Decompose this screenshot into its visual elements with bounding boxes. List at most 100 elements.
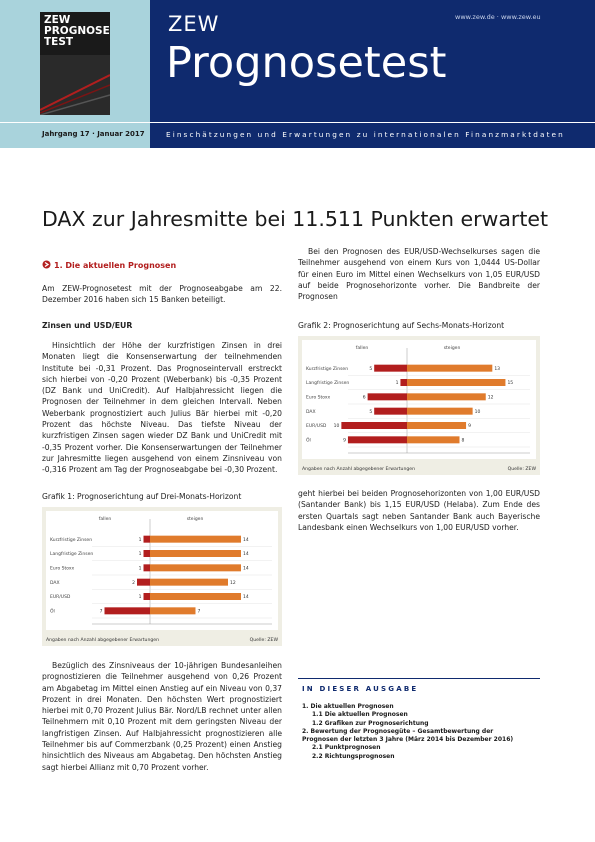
- chart-source: Quelle: ZEW: [508, 466, 537, 472]
- bullet-icon: [42, 260, 51, 269]
- value-label: 12: [230, 580, 236, 586]
- bar: [150, 607, 196, 615]
- value-label: 10: [475, 409, 481, 415]
- bar: [407, 422, 467, 429]
- issue: Jahrgang 17 · Januar 2017: [42, 130, 145, 138]
- bar: [367, 393, 407, 401]
- value-label: 7: [198, 608, 201, 614]
- category-label: Langfristige Zinsen: [306, 380, 349, 386]
- bar: [400, 379, 407, 386]
- value-label: 1: [396, 380, 399, 386]
- toc-item[interactable]: 2.1 Punktprognosen: [312, 744, 381, 752]
- tagline: Einschätzungen und Erwartungen zu intern…: [166, 130, 565, 139]
- value-label: 5: [369, 366, 372, 372]
- value-label: 9: [343, 437, 346, 443]
- value-label: 1: [139, 594, 142, 600]
- brand: ZEW: [168, 12, 220, 36]
- legend-label: steigen: [444, 345, 461, 351]
- bar: [143, 593, 150, 600]
- bar: [137, 578, 150, 586]
- paragraph: Bei den Prognosen des EUR/USD-Wechselkur…: [298, 247, 540, 302]
- bar: [150, 564, 241, 572]
- bar: [104, 607, 150, 615]
- category-label: EUR/USD: [50, 594, 71, 600]
- toc-item[interactable]: 2.2 Richtungsprognosen: [312, 752, 395, 760]
- legend-label: steigen: [187, 516, 204, 522]
- bar: [374, 407, 407, 415]
- category-label: DAX: [50, 580, 60, 586]
- value-label: 8: [462, 437, 465, 443]
- logo-text: ZEW PROGNOSE TEST: [44, 15, 110, 48]
- logo-graphic: [40, 55, 110, 115]
- value-label: 14: [243, 551, 249, 557]
- logo-line: TEST: [44, 36, 74, 48]
- value-label: 1: [139, 565, 142, 571]
- toc-item[interactable]: 1.2 Grafiken zur Prognoserichtung: [312, 719, 429, 727]
- bar: [150, 535, 241, 543]
- logo-line: ZEW: [44, 14, 71, 26]
- bar: [347, 436, 407, 444]
- value-label: 6: [363, 394, 366, 400]
- value-label: 1: [139, 537, 142, 543]
- value-label: 12: [488, 394, 494, 400]
- chart-caption: Grafik 1: Prognoserichtung auf Drei-Mona…: [42, 492, 242, 501]
- chart-note: Angaben nach Anzahl abgegebener Erwartun…: [302, 466, 415, 472]
- bar: [341, 422, 407, 429]
- header-right: [150, 0, 595, 148]
- category-label: Öl: [306, 436, 311, 443]
- url: www.zew.de · www.zew.eu: [455, 13, 541, 21]
- category-label: DAX: [306, 409, 316, 415]
- chart-source: Quelle: ZEW: [250, 637, 279, 643]
- toc-title: IN DIESER AUSGABE: [302, 685, 419, 693]
- title: Prognosetest: [166, 38, 447, 88]
- paragraph: Bezüglich des Zinsniveaus der 10-jährige…: [42, 661, 282, 772]
- paragraph: Am ZEW-Prognosetest mit der Prognoseabga…: [42, 284, 282, 305]
- category-label: Euro Stoxx: [306, 394, 331, 400]
- bar: [407, 393, 486, 401]
- bar: [407, 436, 460, 444]
- toc-box: IN DIESER AUSGABE 1. Die aktuellen Progn…: [298, 678, 540, 779]
- value-label: 14: [243, 594, 249, 600]
- category-label: Kurzfristige Zinsen: [50, 537, 92, 543]
- logo: ZEW PROGNOSE TEST: [40, 12, 110, 115]
- legend-label: fallen: [99, 516, 112, 522]
- paragraph: Hinsichtlich der Höhe der kurzfristigen …: [42, 341, 282, 475]
- value-label: 7: [100, 608, 103, 614]
- toc-item[interactable]: 1.1 Die aktuellen Prognosen: [312, 711, 408, 719]
- bar: [150, 578, 228, 586]
- category-label: Kurzfristige Zinsen: [306, 366, 348, 372]
- subheading: Zinsen und USD/EUR: [42, 321, 133, 330]
- value-label: 5: [369, 409, 372, 415]
- value-label: 13: [494, 366, 500, 372]
- logo-line: PROGNOSE: [44, 25, 110, 37]
- bar: [407, 364, 493, 372]
- category-label: Euro Stoxx: [50, 565, 75, 571]
- bar: [407, 407, 473, 415]
- bar: [374, 364, 407, 372]
- toc-item[interactable]: 2. Bewertung der Prognosegüte – Gesamtbe…: [302, 727, 514, 744]
- chart-caption: Grafik 2: Prognoserichtung auf Sechs-Mon…: [298, 321, 505, 330]
- value-label: 15: [507, 380, 513, 386]
- legend-label: fallen: [356, 345, 369, 351]
- headline: DAX zur Jahresmitte bei 11.511 Punkten e…: [42, 207, 549, 231]
- bar: [150, 593, 241, 600]
- header-rule: [0, 122, 595, 123]
- chart: fallen steigen Kurzfristige Zinsen 1 14 Langf…: [42, 507, 282, 646]
- category-label: Öl: [50, 607, 55, 614]
- section-title: 1. Die aktuellen Prognosen: [54, 261, 177, 270]
- value-label: 2: [132, 580, 135, 586]
- paragraph: geht hierbei bei beiden Prognosehorizont…: [298, 489, 540, 532]
- bar: [150, 550, 241, 557]
- toc-item[interactable]: 1. Die aktuellen Prognosen: [302, 703, 394, 710]
- chart: fallen steigen Kurzfristige Zinsen 5 13 Langf…: [298, 336, 540, 475]
- value-label: 1: [139, 551, 142, 557]
- toc-list: 1. Die aktuellen Prognosen 1.1 Die aktuel…: [302, 703, 540, 761]
- bar: [143, 535, 150, 543]
- value-label: 9: [468, 423, 471, 429]
- chart-note: Angaben nach Anzahl abgegebener Erwartun…: [46, 637, 159, 643]
- bar: [143, 550, 150, 557]
- category-label: Langfristige Zinsen: [50, 551, 93, 557]
- value-label: 10: [334, 423, 340, 429]
- value-label: 14: [243, 565, 249, 571]
